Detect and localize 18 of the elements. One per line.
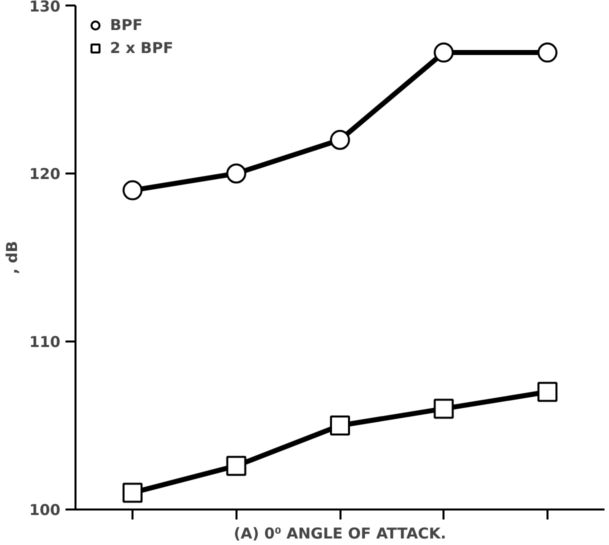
point: [330, 416, 350, 436]
y-axis-title: , dB: [3, 240, 22, 274]
point: [122, 180, 143, 200]
point: [434, 42, 454, 63]
point: [537, 42, 558, 63]
point: [434, 398, 454, 419]
legend-label: BPF: [110, 16, 143, 34]
point: [330, 130, 350, 150]
point: [122, 482, 143, 503]
x-axis-title: (A) 0⁰ ANGLE OF ATTACK.: [234, 524, 446, 542]
point: [226, 456, 246, 476]
y-tick-label: 110: [29, 333, 60, 351]
point: [537, 382, 558, 402]
y-tick-label: 130: [29, 0, 60, 16]
y-tick-label: 120: [29, 165, 60, 183]
legend-label: 2 x BPF: [110, 39, 174, 57]
y-tick-label: 100: [29, 501, 60, 519]
point: [226, 164, 246, 184]
